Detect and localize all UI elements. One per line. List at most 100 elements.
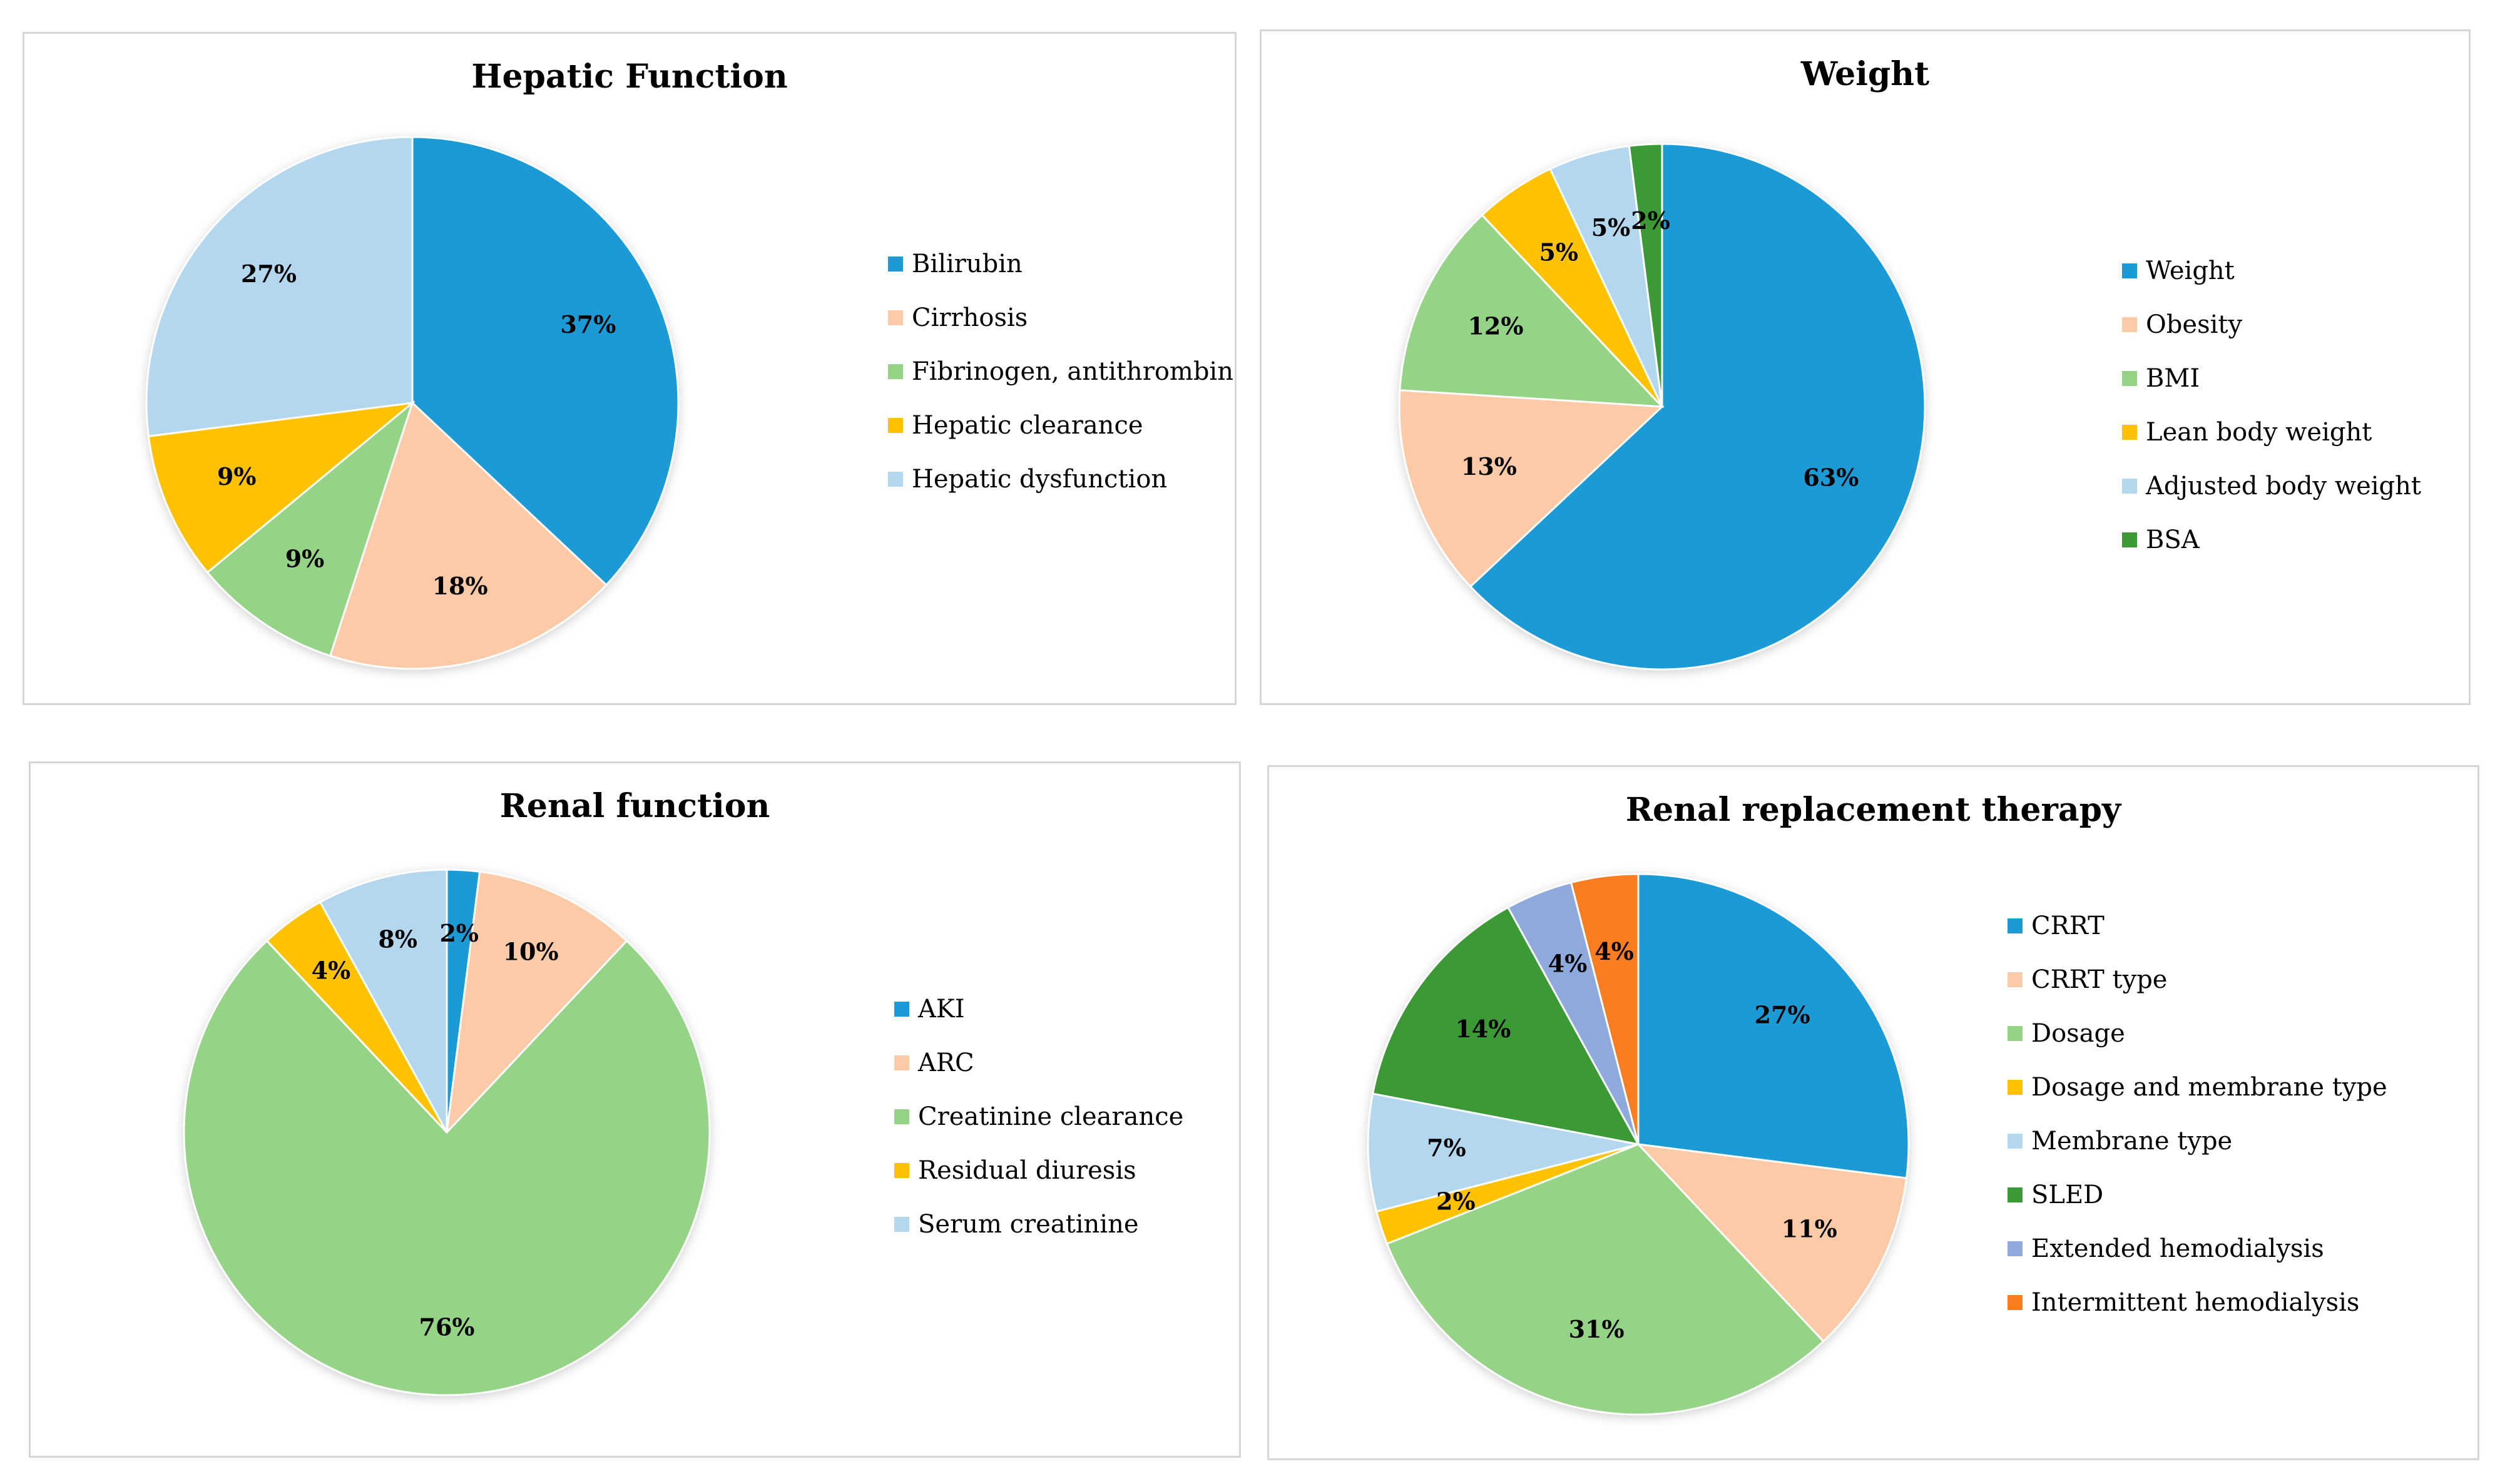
legend-swatch [894, 1055, 909, 1070]
legend-item-adjusted-body-weight: Adjusted body weight [2122, 459, 2421, 513]
legend-label: SLED [2031, 1181, 2104, 1209]
data-label-creatinine-clearance: 76% [419, 1313, 475, 1341]
chart-title: Weight [1800, 55, 1930, 93]
legend-label: Dosage [2031, 1019, 2125, 1048]
data-label-residual-diuresis: 4% [312, 957, 351, 985]
renal-replacement-therapy-pie: 27% 11% 31% 2% 7% 14% 4% 4% [1367, 873, 1910, 1416]
legend-label: BSA [2146, 526, 2200, 554]
data-label-weight: 63% [1803, 463, 1859, 491]
chart-legend: Weight Obesity BMI Lean body weight Adjusted… [2122, 244, 2421, 567]
data-label-crrt: 27% [1755, 1001, 1810, 1029]
pie-slice-serum-creatinine [319, 868, 448, 1133]
legend-item-hepatic-clearance: Hepatic clearance [888, 399, 1233, 452]
legend-item-extended-hemodialysis: Extended hemodialysis [2008, 1222, 2387, 1276]
pie-slice-bmi [1399, 213, 1665, 408]
legend-swatch [894, 1109, 909, 1124]
legend-item-obesity: Obesity [2122, 298, 2421, 352]
data-label-hepatic-clearance: 9% [217, 462, 257, 490]
chart-title: Hepatic Function [471, 58, 788, 96]
legend-swatch [2122, 317, 2137, 332]
legend-item-bmi: BMI [2122, 352, 2421, 405]
data-label-fibrinogen-antithrombin: 9% [285, 545, 325, 573]
legend-label: Dosage and membrane type [2031, 1073, 2387, 1102]
legend-label: Bilirubin [912, 250, 1023, 278]
legend-item-crrt: CRRT [2008, 899, 2387, 953]
legend-label: Hepatic clearance [912, 411, 1143, 440]
chart-title: Renal function [499, 787, 770, 825]
legend-swatch [2008, 972, 2023, 987]
chart-legend: CRRT CRRT type Dosage Dosage and membrane t… [2008, 899, 2387, 1329]
legend-swatch [894, 1002, 909, 1017]
data-label-cirrhosis: 18% [432, 572, 488, 600]
pie-slice-sled [1371, 906, 1640, 1146]
legend-swatch [2008, 1080, 2023, 1095]
data-label-adjusted-body-weight: 5% [1591, 213, 1631, 241]
legend-item-sled: SLED [2008, 1168, 2387, 1222]
pie-slice-intermittent-hemodialysis [1569, 873, 1640, 1145]
legend-swatch [2008, 1026, 2023, 1041]
pie-slice-membrane-type [1367, 1092, 1639, 1213]
legend-item-dosage: Dosage [2008, 1007, 2387, 1060]
legend-label: Weight [2146, 257, 2235, 285]
data-label-lean-body-weight: 5% [1539, 238, 1578, 266]
legend-item-membrane-type: Membrane type [2008, 1114, 2387, 1168]
legend-swatch [888, 418, 903, 433]
data-label-serum-creatinine: 8% [378, 925, 417, 953]
legend-label: ARC [918, 1049, 974, 1077]
legend-label: Adjusted body weight [2146, 472, 2421, 501]
pie-slice-hepatic-dysfunction [145, 136, 414, 437]
data-label-obesity: 13% [1461, 452, 1517, 480]
data-label-aki: 2% [439, 919, 479, 947]
pie-slice-weight [1469, 143, 1926, 671]
pie-slice-arc [445, 870, 628, 1136]
legend-item-serum-creatinine: Serum creatinine [894, 1197, 1183, 1251]
legend-item-lean-body-weight: Lean body weight [2122, 405, 2421, 459]
legend-item-aki: AKI [894, 982, 1183, 1036]
pie-slice-hepatic-clearance [147, 401, 416, 574]
weight-pie: 63%13%12%5%5% 2% [1398, 143, 1926, 671]
legend-item-arc: ARC [894, 1036, 1183, 1090]
chart-legend: AKI ARC Creatinine clearance Residual diure… [894, 982, 1183, 1251]
legend-label: Creatinine clearance [918, 1102, 1184, 1131]
legend-item-fibrinogen-antithrombin: Fibrinogen, antithrombin [888, 345, 1233, 399]
pie-slice-obesity [1398, 389, 1665, 588]
legend-label: Extended hemodialysis [2031, 1234, 2324, 1263]
legend-item-hepatic-dysfunction: Hepatic dysfunction [888, 452, 1233, 506]
legend-swatch [2008, 1134, 2023, 1149]
pie-slice-crrt [1637, 873, 1910, 1179]
legend-item-creatinine-clearance: Creatinine clearance [894, 1090, 1183, 1144]
legend-swatch [888, 472, 903, 487]
hepatic-function-chart-panel: Hepatic Function 37% 18% 9% 9% 27% Bilirubin… [23, 32, 1237, 705]
legend-item-bilirubin: Bilirubin [888, 237, 1233, 291]
legend-label: Hepatic dysfunction [912, 465, 1168, 494]
weight-chart-panel: Weight 63% 13% 12% 5% 5% 2% Weight Obesity BMI L… [1260, 29, 2471, 705]
pie-slice-bilirubin [411, 136, 680, 587]
legend-swatch [894, 1217, 909, 1232]
pie-slice-crrt-type [1636, 1142, 1908, 1343]
pie-slice-fibrinogen-antithrombin [206, 400, 415, 658]
pie-slice-dosage [1385, 1143, 1825, 1416]
data-label-arc: 10% [503, 937, 559, 965]
legend-label: Membrane type [2031, 1127, 2233, 1156]
legend-swatch [888, 364, 903, 379]
legend-swatch [2122, 425, 2137, 440]
legend-label: Fibrinogen, antithrombin [912, 357, 1233, 386]
pie-slice-cirrhosis [329, 401, 608, 670]
data-label-membrane-type: 7% [1427, 1134, 1466, 1162]
renal-function-pie: 2% 10% 76% 4% 8% [183, 868, 711, 1396]
legend-swatch [888, 310, 903, 325]
data-label-extended-hemodialysis: 4% [1548, 949, 1588, 977]
legend-item-intermittent-hemodialysis: Intermittent hemodialysis [2008, 1276, 2387, 1329]
legend-label: AKI [918, 995, 965, 1024]
legend-item-bsa: BSA [2122, 513, 2421, 567]
legend-swatch [2122, 263, 2137, 278]
legend-swatch [2122, 479, 2137, 494]
renal-replacement-therapy-chart-panel: Renal replacement therapy 27% 11% 31% 2% 7% 1… [1267, 765, 2479, 1460]
legend-label: Intermittent hemodialysis [2031, 1288, 2360, 1317]
legend-swatch [2008, 1295, 2023, 1310]
legend-label: CRRT [2031, 912, 2105, 940]
data-label-bsa: 2% [1631, 206, 1670, 235]
hepatic-function-pie: 37% 18% 9% 9% 27% [145, 136, 680, 670]
data-label-sled: 14% [1455, 1015, 1511, 1043]
chart-legend: Bilirubin Cirrhosis Fibrinogen, antithromb… [888, 237, 1233, 506]
